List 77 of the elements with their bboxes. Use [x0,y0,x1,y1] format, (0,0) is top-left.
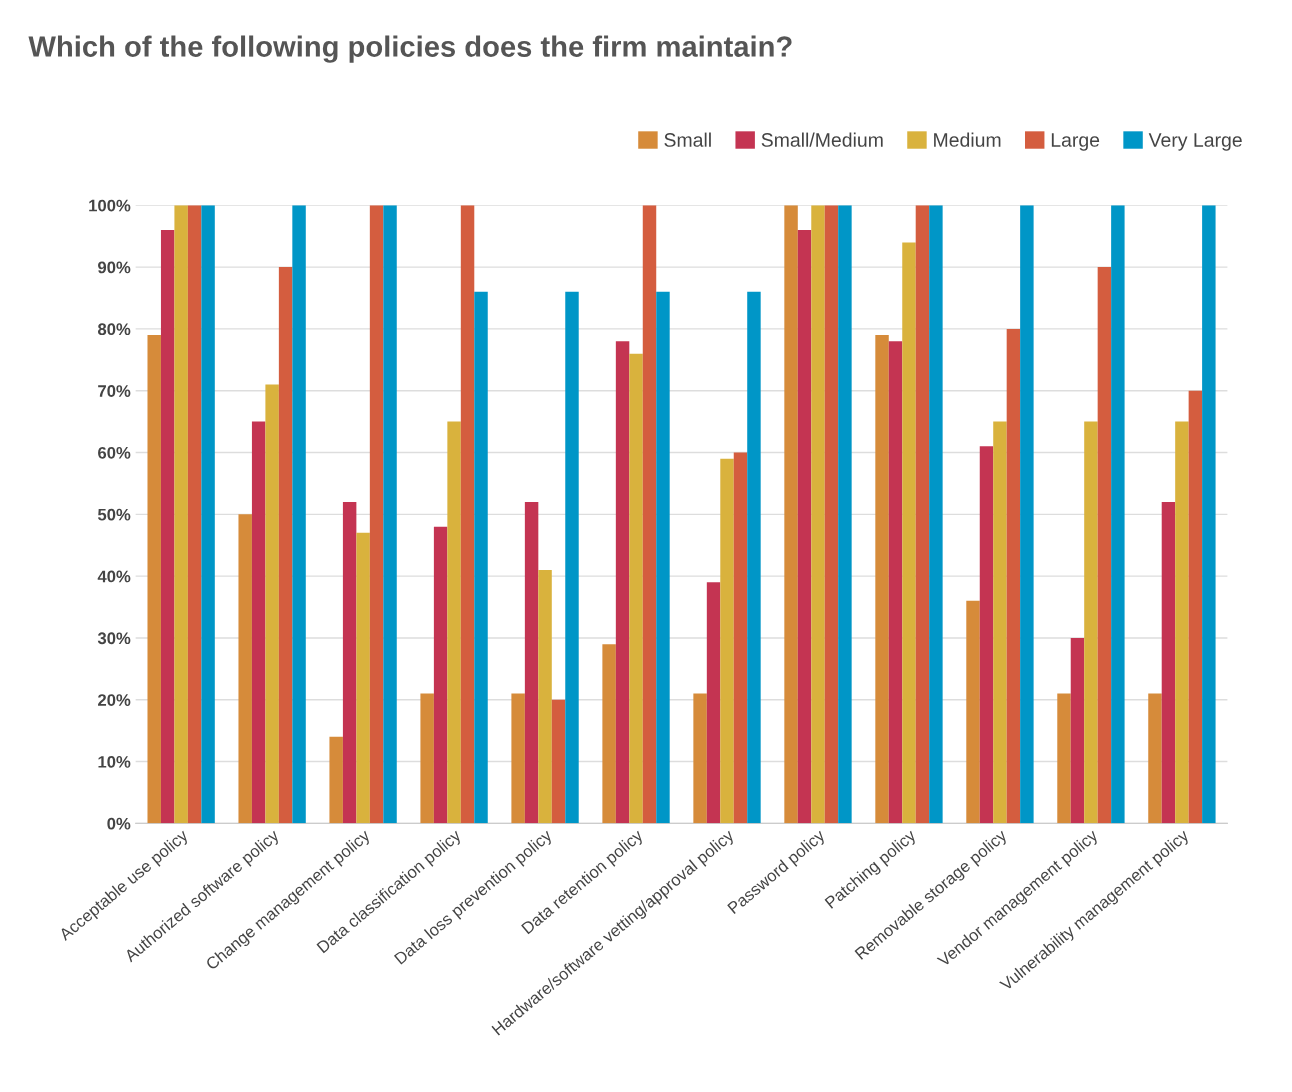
chart-title: Which of the following policies does the firm maintain? [28,35,792,63]
bar [1097,267,1112,824]
bar [966,600,980,824]
y-tick-label: 60% [98,446,131,459]
bar [720,458,734,824]
y-tick-label: 100% [89,199,131,212]
bar [565,291,579,824]
bar [902,242,916,824]
bar [201,205,215,824]
bar [329,736,343,824]
bar [511,693,525,824]
bar [474,291,488,824]
bar [824,205,839,824]
bar [615,341,630,824]
bar [629,353,643,824]
bar [174,205,188,824]
bar [1161,501,1176,824]
bar [278,267,293,824]
bar [1188,390,1203,824]
bar [187,205,202,824]
y-tick-label: 20% [98,694,131,706]
bar [420,693,434,824]
bar [265,384,279,824]
bar [693,693,707,824]
y-tick-label: 90% [98,261,131,274]
bar [1175,421,1189,824]
y-tick-label: 50% [97,508,131,521]
legend-label: Small/Medium [761,132,883,147]
bar [238,514,252,824]
bar [1148,693,1162,824]
bar [1202,205,1216,824]
bar [1006,328,1021,824]
bar [915,205,930,824]
y-tick-label: 70% [98,385,131,397]
bar [747,291,761,824]
bar [706,582,721,824]
bar [292,205,306,824]
bar [160,230,175,824]
bar [538,569,552,824]
bar [838,205,852,824]
bar [369,205,384,824]
bar [447,421,461,824]
bar [979,446,994,824]
bar [356,532,370,824]
bar [797,230,812,824]
bar [1020,205,1034,824]
bar [929,205,943,824]
bar [147,335,161,824]
bar [784,205,798,824]
y-tick-label: 40% [97,570,131,583]
bar [433,526,448,824]
bar [602,644,616,824]
bar [642,205,657,824]
bar [888,341,903,824]
bar [811,205,825,824]
bar [1111,205,1125,824]
bar [1057,693,1071,824]
y-tick-label: 10% [98,755,131,768]
bar [733,452,748,824]
legend-label: Medium [934,132,1001,147]
bar [875,335,889,824]
legend-label: Large [1051,133,1100,151]
bar [460,205,475,824]
bar [251,421,266,824]
y-tick-label: 0% [107,817,131,830]
legend-label: Small [664,132,711,147]
bar [1070,637,1085,824]
bar [993,421,1007,824]
y-tick-label: 30% [97,632,131,645]
bar [656,291,670,824]
bar [342,501,357,824]
legend-label: Very Large [1148,133,1242,151]
bar [1084,421,1098,824]
bar [383,205,397,824]
bar [524,501,539,824]
bar [551,699,566,824]
y-tick-label: 80% [97,323,131,336]
